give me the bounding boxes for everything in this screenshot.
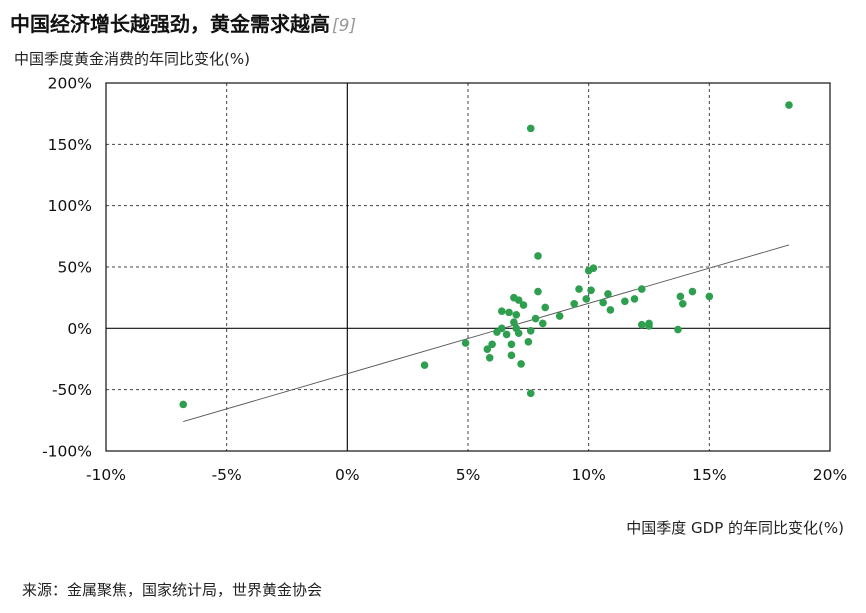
- data-point: [705, 292, 714, 301]
- x-tick-label: -10%: [86, 466, 126, 484]
- chart-title: 中国经济增长越强劲，黄金需求越高 [9]: [10, 8, 356, 37]
- data-points: [179, 101, 793, 409]
- y-tick-label: 100%: [48, 197, 92, 215]
- grid-lines: [106, 83, 830, 451]
- x-tick-label: 0%: [335, 466, 360, 484]
- data-point: [524, 338, 533, 346]
- data-point: [570, 300, 578, 308]
- x-tick-labels: -10% -5% 0% 5% 10% 15% 20%: [86, 466, 847, 484]
- data-point: [621, 297, 629, 306]
- data-point: [512, 311, 521, 319]
- y-tick-labels: -100% -50% 0% 50% 100% 150% 200%: [42, 75, 92, 461]
- x-tick-label: 10%: [571, 466, 605, 484]
- plot-frame: [105, 82, 831, 452]
- y-tick-label: 150%: [48, 136, 92, 154]
- data-point: [637, 285, 646, 293]
- x-tick-label: 20%: [813, 466, 847, 484]
- data-point: [587, 286, 595, 295]
- footnote-ref: [9]: [332, 16, 357, 36]
- y-axis-label: 中国季度黄金消费的年同比变化(%): [14, 50, 250, 68]
- x-axis-label: 中国季度 GDP 的年同比变化(%): [626, 519, 844, 537]
- data-point: [505, 308, 513, 317]
- data-point: [637, 320, 646, 329]
- x-tick-label: 5%: [456, 466, 481, 484]
- y-tick-label: 200%: [48, 75, 92, 93]
- data-point: [678, 300, 687, 308]
- data-point: [582, 295, 591, 303]
- data-point: [526, 326, 535, 335]
- data-point: [420, 361, 429, 369]
- data-point: [179, 400, 188, 409]
- data-point: [497, 324, 506, 333]
- data-point: [539, 319, 547, 328]
- data-point: [575, 285, 583, 293]
- source-note: 来源：金属聚焦，国家统计局，世界黄金协会: [22, 581, 323, 599]
- data-point: [514, 329, 523, 338]
- data-point: [541, 303, 550, 312]
- data-point: [531, 314, 540, 323]
- data-point: [676, 292, 685, 301]
- data-point: [534, 252, 542, 260]
- data-point: [488, 340, 496, 349]
- plot-border: [105, 82, 831, 452]
- data-point: [514, 296, 523, 304]
- data-point: [630, 295, 639, 303]
- zero-axes: [106, 83, 830, 451]
- data-point: [785, 101, 793, 109]
- data-point: [606, 306, 615, 314]
- data-point: [502, 330, 511, 339]
- data-point: [688, 287, 697, 296]
- y-tick-label: -50%: [52, 381, 92, 399]
- data-point: [599, 298, 607, 307]
- data-point: [517, 360, 525, 368]
- data-point: [461, 339, 470, 347]
- data-point: [507, 340, 516, 349]
- y-tick-label: -100%: [42, 443, 92, 461]
- y-tick-label: 50%: [58, 259, 92, 277]
- data-point: [604, 290, 612, 298]
- trend-line-group: [183, 244, 790, 422]
- y-tick-label: 0%: [67, 320, 92, 338]
- data-point: [589, 264, 598, 273]
- data-point: [483, 345, 492, 353]
- data-point: [485, 353, 494, 362]
- data-point: [510, 318, 518, 327]
- data-point: [526, 124, 535, 133]
- data-point: [497, 307, 506, 315]
- x-tick-label: 15%: [692, 466, 726, 484]
- data-point: [674, 325, 682, 334]
- data-point: [507, 351, 516, 360]
- data-point: [645, 319, 653, 328]
- data-point: [519, 301, 528, 309]
- data-point: [534, 287, 542, 296]
- chart-title-text: 中国经济增长越强劲，黄金需求越高: [10, 12, 330, 36]
- trend-line: [183, 244, 790, 422]
- x-tick-label: -5%: [212, 466, 242, 484]
- data-point: [555, 312, 564, 320]
- data-point: [526, 389, 535, 398]
